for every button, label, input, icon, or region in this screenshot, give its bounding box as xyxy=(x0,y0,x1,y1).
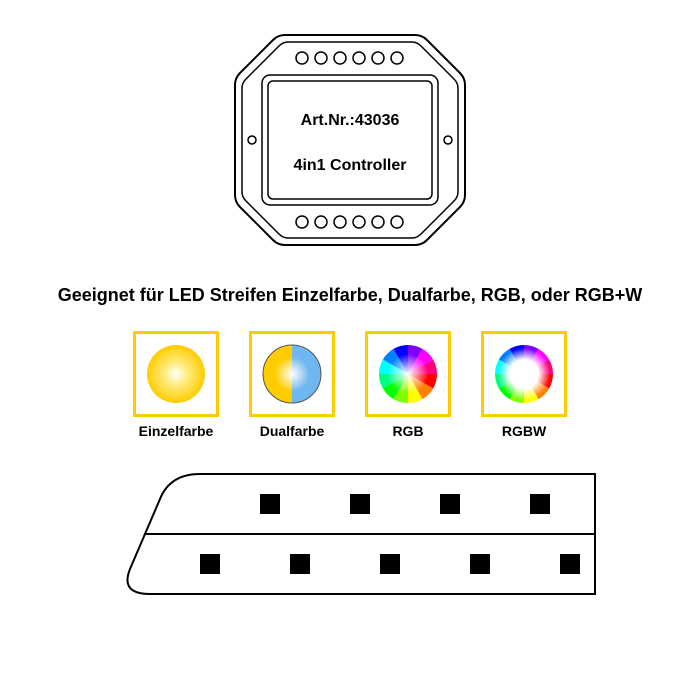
color-mode-row: Einzelfarbe xyxy=(0,331,700,439)
dualfarbe-icon xyxy=(249,331,335,417)
controller-name: 4in1 Controller xyxy=(294,157,407,174)
controller-art-nr: Art.Nr.:43036 xyxy=(301,112,400,129)
icon-einzelfarbe: Einzelfarbe xyxy=(133,331,219,439)
rgbw-icon xyxy=(481,331,567,417)
icon-rgb: RGB xyxy=(365,331,451,439)
subtitle: Geeignet für LED Streifen Einzelfarbe, D… xyxy=(0,285,700,306)
rgb-icon xyxy=(365,331,451,417)
icon-dualfarbe: Dualfarbe xyxy=(249,331,335,439)
led-strip-diagram xyxy=(0,469,700,629)
einzelfarbe-label: Einzelfarbe xyxy=(139,423,214,439)
rgbw-label: RGBW xyxy=(502,423,546,439)
einzelfarbe-icon xyxy=(133,331,219,417)
controller-diagram: Art.Nr.:43036 4in1 Controller xyxy=(0,0,700,250)
rgb-label: RGB xyxy=(392,423,423,439)
icon-rgbw: RGBW xyxy=(481,331,567,439)
dualfarbe-label: Dualfarbe xyxy=(260,423,325,439)
